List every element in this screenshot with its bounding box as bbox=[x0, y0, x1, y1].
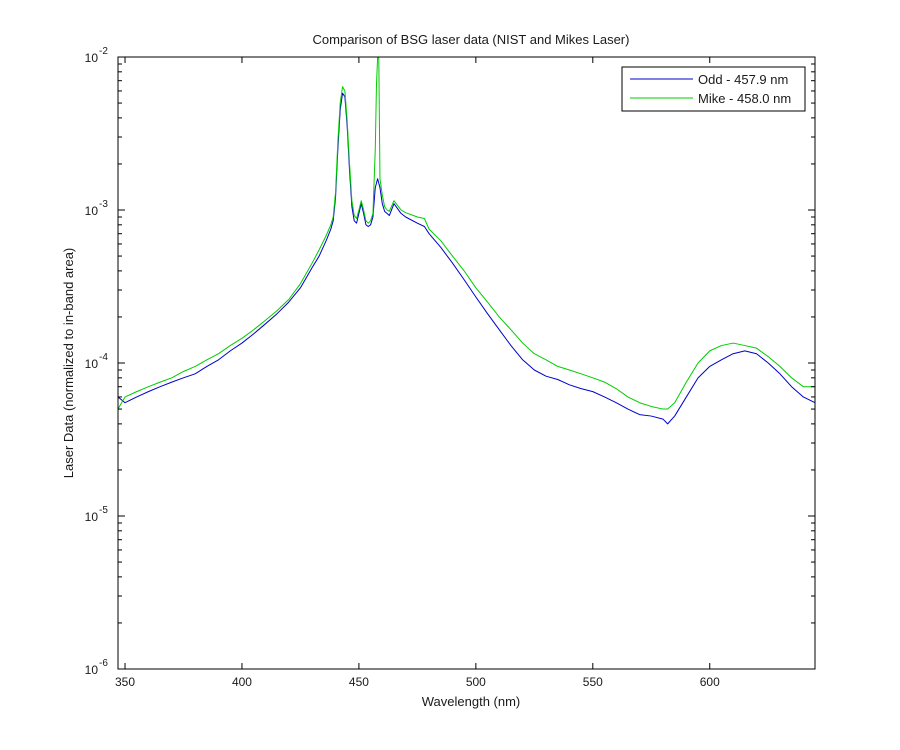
x-axis-ticks: 350 400 450 500 550 600 bbox=[115, 57, 720, 689]
x-tick-label: 400 bbox=[232, 675, 252, 689]
x-tick-label: 550 bbox=[583, 675, 603, 689]
y-tick-label-exponent: -6 bbox=[99, 658, 108, 669]
y-axis-ticks: 10-210-310-410-510-6 bbox=[85, 46, 815, 677]
series-line-0 bbox=[117, 92, 816, 425]
x-axis-label: Wavelength (nm) bbox=[422, 694, 521, 709]
legend: Odd - 457.9 nm Mike - 458.0 nm bbox=[621, 66, 806, 112]
x-tick-label: 600 bbox=[700, 675, 720, 689]
y-tick-label-exponent: -4 bbox=[99, 352, 108, 363]
y-tick-label-base: 10 bbox=[85, 357, 99, 371]
x-tick-label: 350 bbox=[115, 675, 135, 689]
plot-area bbox=[118, 57, 815, 669]
y-axis-label: Laser Data (normalized to in-band area) bbox=[61, 248, 76, 479]
series-line-1 bbox=[117, 56, 815, 410]
legend-box bbox=[621, 66, 806, 112]
y-tick-label-base: 10 bbox=[85, 663, 99, 677]
y-tick-label-base: 10 bbox=[85, 51, 99, 65]
x-tick-label: 500 bbox=[466, 675, 486, 689]
series-layer bbox=[117, 56, 816, 425]
chart-title: Comparison of BSG laser data (NIST and M… bbox=[313, 32, 630, 47]
y-tick-label-exponent: -5 bbox=[99, 505, 108, 516]
legend-label-odd: Odd - 457.9 nm bbox=[698, 72, 788, 87]
y-tick-label-exponent: -2 bbox=[99, 46, 108, 57]
y-tick-label-base: 10 bbox=[85, 204, 99, 218]
y-tick-label-exponent: -3 bbox=[99, 199, 108, 210]
x-tick-label: 450 bbox=[349, 675, 369, 689]
legend-label-mike: Mike - 458.0 nm bbox=[698, 91, 791, 106]
y-tick-label-base: 10 bbox=[85, 510, 99, 524]
